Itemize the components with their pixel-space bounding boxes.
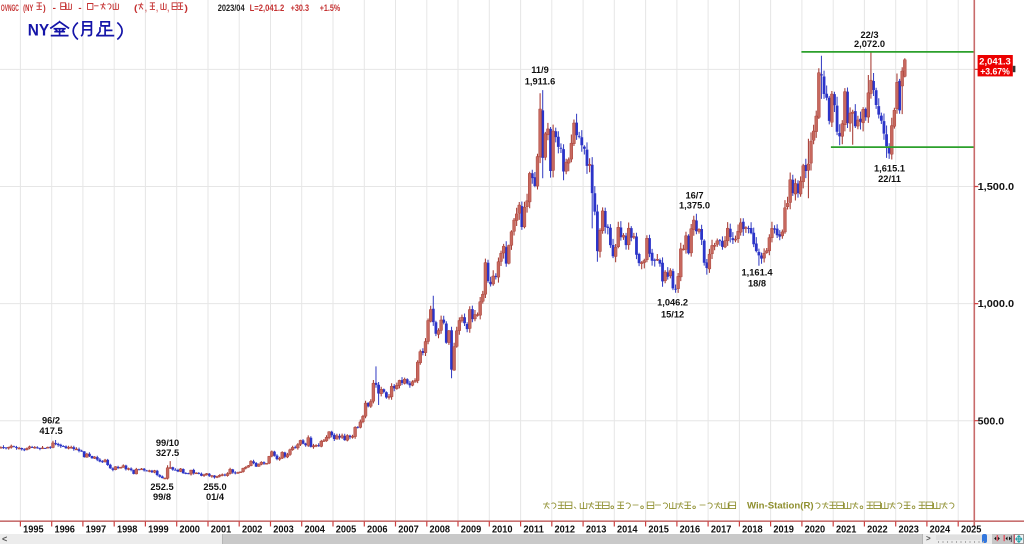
svg-text:2000: 2000: [179, 525, 200, 536]
svg-text:2023: 2023: [898, 525, 919, 536]
svg-text:1998: 1998: [117, 525, 138, 536]
svg-text:1999: 1999: [148, 525, 169, 536]
svg-text:2002: 2002: [242, 525, 263, 536]
svg-text:2013: 2013: [586, 525, 607, 536]
svg-text:2,072.0: 2,072.0: [854, 39, 885, 49]
svg-text:L=2,041.2: L=2,041.2: [250, 3, 285, 13]
svg-text:2011: 2011: [523, 525, 544, 536]
svg-text:15/12: 15/12: [661, 309, 684, 319]
svg-text:-: -: [53, 3, 56, 13]
svg-text:18/8: 18/8: [748, 279, 766, 289]
svg-text:2006: 2006: [367, 525, 388, 536]
svg-text:2008: 2008: [430, 525, 451, 536]
svg-text:2001: 2001: [211, 525, 232, 536]
svg-text:+30.3: +30.3: [291, 3, 309, 13]
svg-text:2023/04: 2023/04: [218, 3, 245, 13]
svg-text:2010: 2010: [492, 525, 513, 536]
svg-text:1,000.0: 1,000.0: [978, 299, 1015, 310]
svg-text:2021: 2021: [836, 525, 857, 536]
svg-text:-: -: [78, 3, 81, 13]
svg-text:2007: 2007: [398, 525, 419, 536]
svg-text:2004: 2004: [304, 525, 325, 536]
svg-text:2015: 2015: [648, 525, 669, 536]
svg-text:NY: NY: [28, 22, 49, 40]
svg-text:,: ,: [167, 3, 169, 13]
svg-text:2014: 2014: [617, 525, 638, 536]
svg-text:1,911.6: 1,911.6: [525, 77, 556, 87]
svg-text:22/11: 22/11: [878, 174, 901, 184]
svg-text:Win-Station(R): Win-Station(R): [747, 501, 814, 511]
svg-text:1,046.2: 1,046.2: [657, 297, 688, 307]
svg-text:+1.5%: +1.5%: [320, 3, 341, 13]
svg-text:2019: 2019: [773, 525, 794, 536]
svg-text:500.0: 500.0: [978, 416, 1005, 427]
svg-text:2012: 2012: [555, 525, 576, 536]
svg-text:2022: 2022: [867, 525, 888, 536]
svg-text:11/9: 11/9: [531, 65, 549, 75]
svg-text:2009: 2009: [461, 525, 482, 536]
svg-text:417.5: 417.5: [39, 426, 62, 436]
svg-text:22/3: 22/3: [860, 30, 878, 40]
svg-text:99/8: 99/8: [153, 492, 171, 502]
svg-text:2024: 2024: [930, 525, 951, 536]
svg-text:252.5: 252.5: [150, 482, 173, 492]
svg-text:1997: 1997: [86, 525, 107, 536]
svg-text:+3.67%: +3.67%: [980, 67, 1010, 77]
svg-text:2025: 2025: [961, 525, 982, 536]
svg-text:1996: 1996: [54, 525, 75, 536]
svg-text:(NY: (NY: [23, 3, 33, 13]
svg-text:96/2: 96/2: [42, 416, 60, 426]
svg-text:327.5: 327.5: [156, 448, 179, 458]
svg-text:(: (: [134, 3, 138, 13]
svg-text:16/7: 16/7: [685, 191, 703, 201]
svg-text:2005: 2005: [336, 525, 357, 536]
svg-text:1,615.1: 1,615.1: [874, 164, 905, 174]
svg-text:2,041.3: 2,041.3: [979, 56, 1011, 66]
svg-text:2016: 2016: [680, 525, 701, 536]
svg-text:255.0: 255.0: [203, 482, 226, 492]
svg-text:): ): [184, 3, 188, 13]
svg-text:1,161.4: 1,161.4: [741, 268, 773, 278]
svg-text:99/10: 99/10: [156, 438, 179, 448]
svg-text:1,500.0: 1,500.0: [978, 182, 1015, 193]
svg-text:01/4: 01/4: [206, 492, 225, 502]
svg-text:OVNGC: OVNGC: [1, 3, 19, 13]
svg-text:1,375.0: 1,375.0: [679, 201, 710, 211]
svg-text:,: ,: [156, 3, 158, 13]
svg-text:2017: 2017: [711, 525, 732, 536]
svg-text:,: ,: [145, 3, 147, 13]
svg-text:2020: 2020: [805, 525, 826, 536]
svg-text:1995: 1995: [23, 525, 44, 536]
svg-text:2003: 2003: [273, 525, 294, 536]
svg-text:2018: 2018: [742, 525, 763, 536]
svg-text:): ): [43, 3, 46, 13]
